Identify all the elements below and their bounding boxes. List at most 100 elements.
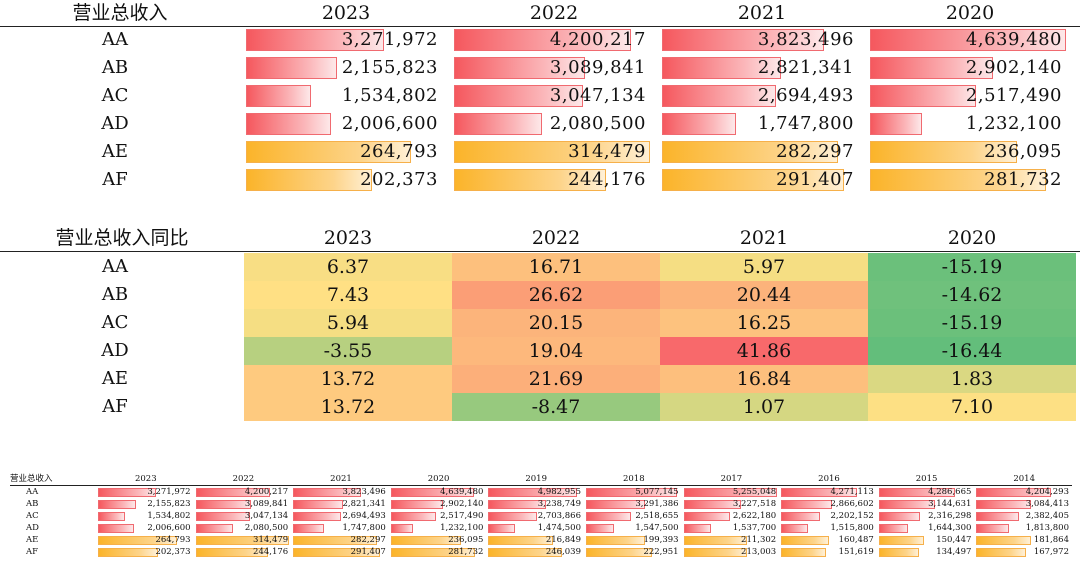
table3-title: 营业总收入	[10, 474, 53, 484]
table3-data-bar	[195, 536, 290, 545]
table2-heat-cell: 21.69	[452, 365, 660, 393]
table3-value: 1,747,800	[342, 523, 386, 533]
table2-title: 营业总收入同比	[55, 227, 189, 249]
table1-value: 1,747,800	[757, 113, 854, 134]
table3-value: 134,497	[936, 547, 972, 557]
table3-data-bar	[781, 548, 827, 557]
table3-data-bar	[586, 536, 646, 545]
table3-value: 1,547,500	[635, 523, 679, 533]
table3-col-header: 2018	[622, 474, 645, 484]
table3-cell: 4,204,293	[976, 487, 1072, 497]
table3-value: 160,487	[838, 535, 874, 545]
table1-cell: 1,747,800	[662, 112, 862, 136]
table3-cell: 2,155,823	[98, 499, 194, 509]
table3-cell: 1,644,300	[878, 523, 975, 533]
table1-value: 236,095	[984, 141, 1062, 162]
table3-cell: 3,084,413	[976, 499, 1072, 509]
table1-cell: 281,732	[870, 168, 1070, 192]
table1-cell: 2,821,341	[662, 56, 862, 80]
table3-data-bar	[976, 500, 1032, 509]
table1-value: 2,821,341	[757, 57, 854, 78]
table1-cell: 1,232,100	[870, 112, 1070, 136]
table3-value: 246,039	[545, 547, 581, 557]
table3-data-bar	[195, 500, 251, 509]
table3-value: 2,202,152	[830, 511, 874, 521]
table1-value: 202,373	[360, 169, 438, 190]
table3-value: 216,849	[545, 535, 581, 545]
table1-value: 244,176	[568, 169, 646, 190]
table2-row-label: AA	[102, 256, 128, 277]
table3-data-bar	[976, 548, 1027, 557]
table3-cell: 1,747,800	[293, 523, 389, 533]
table1-data-bar	[246, 113, 331, 135]
table3-data-bar	[390, 548, 475, 557]
table1-cell: 3,047,134	[454, 84, 654, 108]
table3-cell: 2,382,405	[976, 511, 1072, 521]
table3-cell: 213,003	[683, 547, 780, 557]
table1-cell: 282,297	[662, 140, 862, 164]
table3-value: 2,517,490	[440, 511, 484, 521]
table3-value: 150,447	[936, 535, 972, 545]
table1-data-bar	[662, 85, 776, 107]
table3-cell: 222,951	[586, 547, 682, 557]
table3-data-bar	[586, 524, 614, 533]
table3-value: 2,006,600	[147, 523, 191, 533]
table1-value: 4,200,217	[549, 29, 646, 50]
table3-data-bar	[976, 488, 1052, 497]
table3-cell: 181,864	[976, 535, 1072, 545]
table1-row-label: AC	[101, 85, 129, 106]
table1-row-label: AD	[101, 113, 129, 134]
table3-cell: 1,474,500	[488, 523, 584, 533]
table3-data-bar	[98, 524, 134, 533]
table2-heat-cell: 16.25	[660, 309, 868, 337]
table1-row-label: AE	[101, 141, 129, 162]
table2-heat-cell: -8.47	[452, 393, 660, 421]
table3-value: 281,732	[448, 547, 484, 557]
table3-data-bar	[781, 500, 833, 509]
table3-value: 4,200,217	[244, 487, 289, 497]
table3-cell: 202,373	[98, 547, 194, 557]
table2-row-label: AF	[102, 396, 128, 417]
table3-col-header: 2021	[330, 474, 352, 484]
table3-value: 151,619	[838, 547, 874, 557]
table3-col-header: 2016	[818, 474, 840, 484]
table1-cell: 2,080,500	[454, 112, 654, 136]
table3-value: 2,694,493	[342, 511, 386, 521]
table1-cell: 2,155,823	[246, 56, 446, 80]
table3-cell: 3,823,496	[293, 487, 389, 497]
table3-data-bar	[98, 500, 137, 509]
table1-data-bar	[662, 141, 838, 163]
table1-value: 3,047,134	[549, 85, 646, 106]
table3-cell: 167,972	[976, 547, 1072, 557]
table1-row-label: AF	[102, 169, 128, 190]
table3-data-bar	[683, 548, 748, 557]
table3-value: 1,534,802	[147, 511, 191, 521]
table3-value: 4,982,955	[537, 487, 581, 497]
table3-data-bar	[683, 500, 742, 509]
table2-heat-cell: -15.19	[868, 309, 1076, 337]
table2-heat-cell: 7.43	[244, 281, 452, 309]
table3-data-bar	[390, 512, 436, 521]
table1-data-bar	[870, 29, 1066, 51]
table1-value: 2,080,500	[549, 113, 646, 134]
table3-cell: 314,479	[195, 535, 292, 545]
table1-data-bar	[454, 169, 607, 191]
table3-value: 4,286,665	[928, 487, 972, 497]
table3-data-bar	[293, 488, 362, 497]
table3-data-bar	[195, 548, 269, 557]
table3-value: 2,080,500	[244, 523, 289, 533]
table3-cell: 216,849	[488, 535, 584, 545]
table3-data-bar	[488, 548, 562, 557]
table3-value: 282,297	[350, 535, 386, 545]
table3-data-bar	[488, 524, 515, 533]
table3-value: 2,821,341	[342, 499, 386, 509]
table3-data-bar	[586, 512, 631, 521]
table1-cell: 2,517,490	[870, 84, 1070, 108]
table3-col-header: 2023	[134, 474, 157, 484]
table3-value: 199,393	[643, 535, 679, 545]
table1-data-bar	[870, 85, 977, 107]
table3-cell: 3,291,386	[586, 499, 682, 509]
table3-data-bar	[976, 524, 1009, 533]
table3-value: 244,176	[253, 547, 289, 557]
table3-value: 1,813,800	[1025, 523, 1069, 533]
